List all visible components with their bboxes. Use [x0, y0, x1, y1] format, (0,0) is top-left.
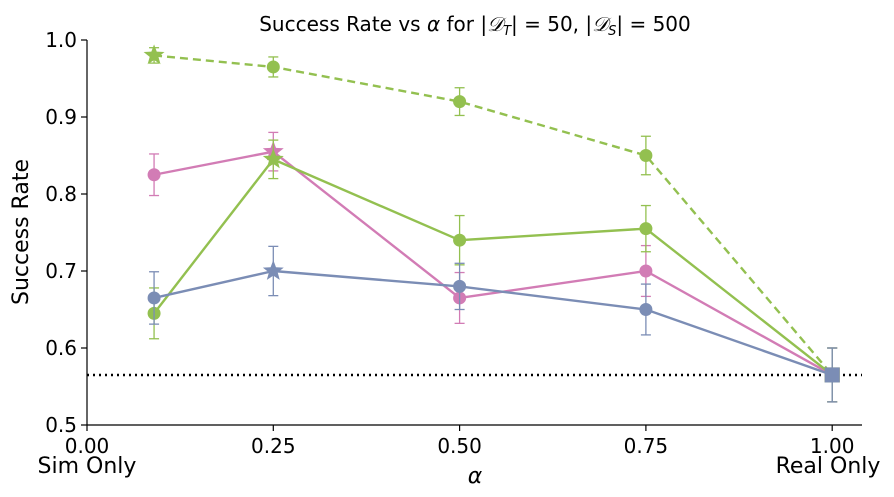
data-point-square: [824, 367, 840, 383]
data-point-circle: [453, 233, 467, 247]
y-tick-label: 0.8: [45, 182, 77, 206]
series-green-dashed: [143, 44, 840, 403]
data-point-star: [143, 44, 165, 65]
series-line: [153, 54, 834, 376]
axes: [86, 40, 862, 426]
data-point-circle: [639, 149, 653, 162]
x-ticks: 0.00 0.25 0.50 0.75 1.00: [65, 425, 855, 458]
data-point-star: [262, 148, 284, 169]
annotation-sim-only: Sim Only: [38, 454, 137, 479]
y-tick-label: 1.0: [45, 28, 77, 52]
data-point-circle: [453, 95, 467, 109]
chart-title: Success Rate vs α for |𝒟T| = 50, |𝒟S| = …: [259, 12, 691, 39]
data-point-circle: [639, 264, 653, 278]
series-line: [153, 269, 833, 377]
x-axis-label: α: [468, 464, 483, 489]
x-tick-label: 0.25: [251, 434, 296, 458]
series-blue-solid: [147, 245, 840, 403]
data-point-circle: [266, 60, 280, 74]
series-line: [153, 158, 833, 376]
x-tick-label: 0.00: [65, 434, 110, 458]
y-ticks: 0.5 0.6 0.7 0.8 0.9 1.0: [45, 28, 87, 437]
data-point-circle: [147, 168, 161, 182]
series-green-solid: [147, 139, 840, 403]
y-tick-label: 0.5: [45, 413, 77, 437]
x-tick-label: 0.50: [437, 434, 482, 458]
data-point-circle: [639, 222, 653, 236]
series-pink-solid: [147, 131, 840, 403]
series-line: [153, 150, 833, 376]
data-point-star: [262, 260, 284, 280]
annotation-real-only: Real Only: [776, 454, 881, 479]
series-layer: [143, 44, 840, 403]
y-tick-label: 0.6: [45, 336, 77, 360]
y-tick-label: 0.9: [45, 105, 77, 129]
y-tick-label: 0.7: [45, 259, 77, 283]
data-point-circle: [147, 291, 161, 305]
x-tick-label: 1.00: [810, 434, 855, 458]
x-tick-label: 0.75: [624, 434, 669, 458]
data-point-circle: [639, 303, 653, 316]
y-axis-label: Success Rate: [9, 159, 34, 305]
data-point-circle: [453, 279, 467, 293]
